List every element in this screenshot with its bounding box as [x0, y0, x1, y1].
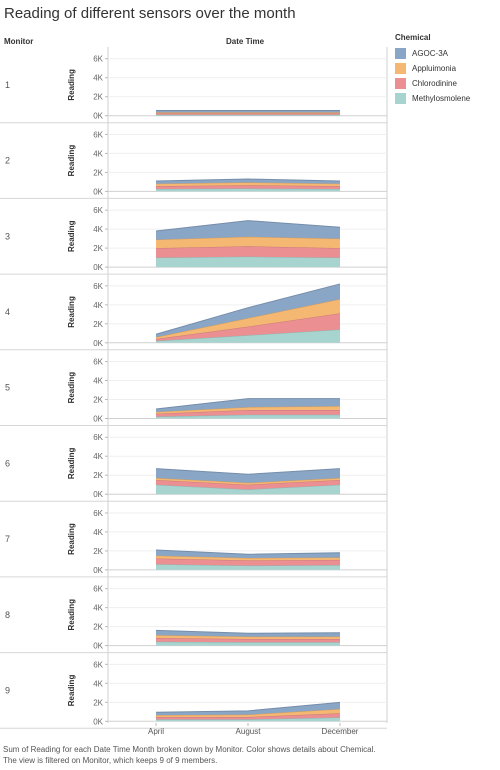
monitor-label: 3	[5, 231, 10, 241]
legend-label: Appluimonia	[412, 64, 457, 73]
monitor-label: 9	[5, 685, 10, 695]
y-axis-title: Reading	[67, 145, 76, 177]
y-tick-label: 4K	[93, 528, 103, 537]
area-methylosmolene-monitor-3[interactable]	[156, 256, 340, 268]
datetime-header: Date Time	[226, 37, 265, 46]
y-tick-label: 0K	[93, 717, 103, 726]
y-axis-title: Reading	[67, 372, 76, 404]
y-tick-label: 0K	[93, 642, 103, 651]
y-tick-label: 0K	[93, 112, 103, 121]
y-tick-label: 0K	[93, 339, 103, 348]
y-tick-label: 0K	[93, 187, 103, 196]
y-tick-label: 4K	[93, 301, 103, 310]
area-edge-agoc-3a	[155, 283, 341, 335]
legend-item-methylosmolene[interactable]: Methylosmolene	[395, 91, 500, 106]
area-agoc-3a-monitor-3[interactable]	[156, 220, 340, 240]
legend-label: AGOC-3A	[412, 49, 449, 58]
area-chlorodinine-monitor-6[interactable]	[156, 479, 340, 490]
legend-swatch	[395, 63, 406, 74]
legend-item-appluimonia[interactable]: Appluimonia	[395, 61, 500, 76]
monitor-label: 4	[5, 307, 10, 317]
y-tick-label: 0K	[93, 490, 103, 499]
y-tick-label: 0K	[93, 566, 103, 575]
y-axis-title: Reading	[67, 523, 76, 555]
y-tick-label: 2K	[93, 93, 103, 102]
y-tick-label: 2K	[93, 547, 103, 556]
area-chlorodinine-monitor-3[interactable]	[156, 246, 340, 258]
y-tick-label: 2K	[93, 623, 103, 632]
legend-title: Chemical	[395, 33, 431, 42]
y-tick-label: 2K	[93, 168, 103, 177]
y-tick-label: 4K	[93, 149, 103, 158]
y-axis-title: Reading	[67, 675, 76, 707]
area-chlorodinine-monitor-9[interactable]	[156, 713, 340, 720]
y-axis-title: Reading	[67, 220, 76, 252]
monitor-label: 2	[5, 156, 10, 166]
x-tick-label: December	[322, 727, 359, 736]
monitor-label: 8	[5, 610, 10, 620]
area-agoc-3a-monitor-6[interactable]	[156, 468, 340, 483]
legend-swatch	[395, 48, 406, 59]
y-tick-label: 4K	[93, 377, 103, 386]
y-tick-label: 6K	[93, 660, 103, 669]
area-appluimonia-monitor-6[interactable]	[156, 478, 340, 485]
area-appluimonia-monitor-3[interactable]	[156, 236, 340, 249]
y-tick-label: 2K	[93, 698, 103, 707]
monitor-label: 7	[5, 534, 10, 544]
monitor-label: 5	[5, 383, 10, 393]
x-tick-label: April	[148, 727, 164, 736]
legend-label: Chlorodinine	[412, 79, 457, 88]
y-tick-label: 4K	[93, 225, 103, 234]
area-edge-agoc-3a	[155, 220, 341, 232]
y-tick-label: 6K	[93, 55, 103, 64]
area-chlorodinine-monitor-5[interactable]	[156, 409, 340, 417]
y-tick-label: 2K	[93, 320, 103, 329]
area-edge-agoc-3a	[155, 468, 341, 475]
y-tick-label: 2K	[93, 396, 103, 405]
legend: Chemical AGOC-3A Appluimonia Chlorodinin…	[395, 33, 500, 106]
y-tick-label: 6K	[93, 509, 103, 518]
legend-item-chlorodinine[interactable]: Chlorodinine	[395, 76, 500, 91]
y-tick-label: 6K	[93, 358, 103, 367]
y-tick-label: 6K	[93, 433, 103, 442]
area-edge-agoc-3a	[155, 549, 341, 555]
legend-swatch	[395, 93, 406, 104]
area-edge-agoc-3a	[155, 701, 341, 713]
monitor-label: 6	[5, 458, 10, 468]
y-axis-title: Reading	[67, 447, 76, 479]
y-axis-title: Reading	[67, 599, 76, 631]
footer-caption: Sum of Reading for each Date Time Month …	[3, 745, 376, 765]
y-tick-label: 4K	[93, 604, 103, 613]
y-tick-label: 6K	[93, 206, 103, 215]
y-tick-label: 6K	[93, 130, 103, 139]
area-edge-agoc-3a	[155, 398, 340, 410]
area-agoc-3a-monitor-4[interactable]	[156, 283, 340, 338]
y-tick-label: 2K	[93, 471, 103, 480]
x-tick-label: August	[236, 727, 262, 736]
y-tick-label: 6K	[93, 282, 103, 291]
y-tick-label: 4K	[93, 679, 103, 688]
area-agoc-3a-monitor-5[interactable]	[156, 398, 340, 412]
y-tick-label: 0K	[93, 263, 103, 272]
area-chart-grid: 1 Reading 6K 4K 2K 0K 2 Reading 6K 4K 2K 0K 3 Reading…	[0, 47, 388, 736]
y-axis-title: Reading	[67, 296, 76, 328]
legend-item-agoc-3a[interactable]: AGOC-3A	[395, 46, 500, 61]
area-appluimonia-monitor-5[interactable]	[156, 406, 340, 414]
legend-swatch	[395, 78, 406, 89]
y-tick-label: 0K	[93, 415, 103, 424]
area-edge-agoc-3a	[155, 629, 341, 634]
page-title: Reading of different sensors over the mo…	[4, 5, 296, 22]
monitor-label: 1	[5, 80, 10, 90]
area-edge-agoc-3a	[155, 178, 341, 182]
y-tick-label: 4K	[93, 452, 103, 461]
y-tick-label: 6K	[93, 585, 103, 594]
y-tick-label: 4K	[93, 74, 103, 83]
legend-label: Methylosmolene	[412, 94, 471, 103]
y-axis-title: Reading	[67, 69, 76, 101]
area-agoc-3a-monitor-7[interactable]	[156, 549, 340, 559]
monitor-header: Monitor	[4, 37, 34, 46]
y-tick-label: 2K	[93, 244, 103, 253]
